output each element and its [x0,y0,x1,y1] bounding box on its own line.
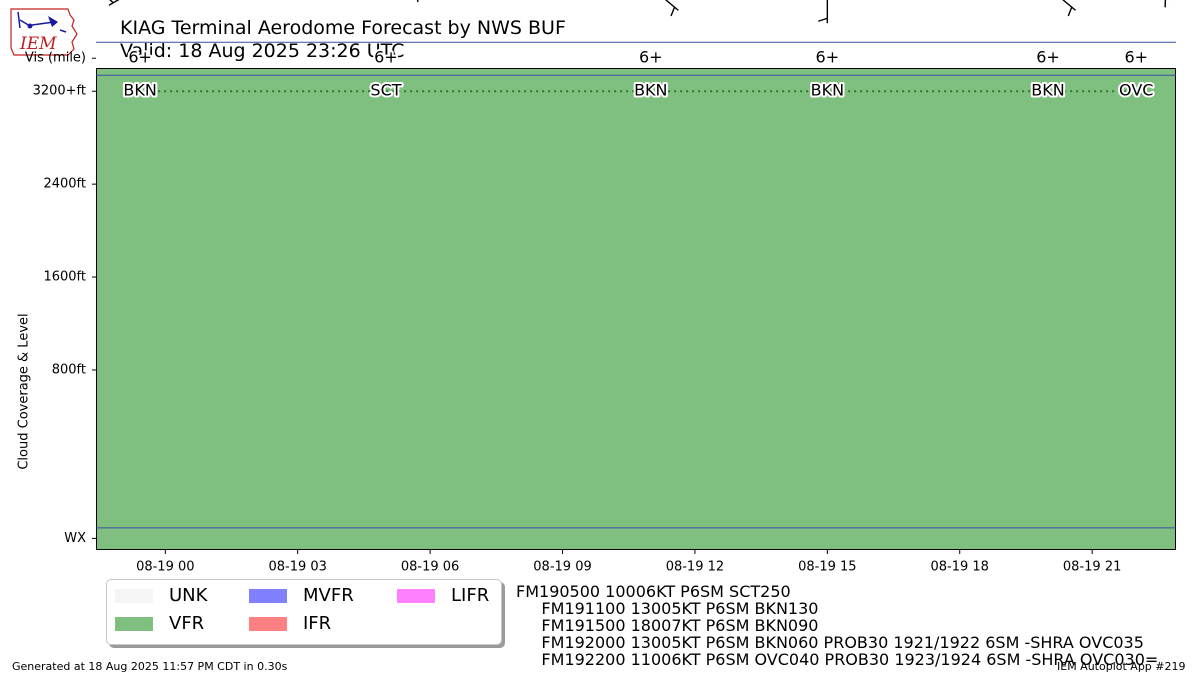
visibility-label: 6+ [639,48,663,67]
taf-text-block: FM190500 10006KT P6SM SCT250 FM191100 13… [516,583,1196,669]
wind-barb-stroke [416,0,419,3]
app-id-note: IEM Autoplot App #219 [1057,660,1186,673]
legend-swatch-ifr [249,617,287,631]
wind-barb [108,0,120,6]
wind-barb [1164,0,1170,8]
x-tick-label: 08-19 21 [1063,560,1121,575]
wind-barb [1062,0,1077,17]
x-tick-label: 08-19 03 [268,560,326,575]
iem-logo: IEM [8,6,80,58]
wind-barb-stroke [670,6,676,17]
x-tick-label: 08-19 09 [533,560,591,575]
legend-swatch-unk [115,589,153,603]
visibility-label: 6+ [1124,48,1148,67]
cloud-coverage-label: BKN [123,81,156,100]
visibility-label: 6+ [128,48,152,67]
legend-label-vfr: VFR [169,613,205,634]
wind-barb-stroke [1062,0,1077,11]
legend-swatch-lifr [397,589,435,603]
cloud-coverage-label: OVC [1119,81,1153,100]
wind-barb [416,0,419,3]
iowa-map-icon [10,8,78,56]
legend-swatch-mvfr [249,589,287,603]
wind-barb-stroke [1067,6,1073,17]
legend-label-lifr: LIFR [451,585,490,606]
x-tick-label: 08-19 00 [136,560,194,575]
legend-swatch-vfr [115,617,153,631]
wind-barb-stroke [818,17,828,22]
wind-barb-stroke [108,0,120,6]
taf-line: FM191100 13005KT P6SM BKN130 [516,599,819,618]
x-tick-label: 08-19 12 [666,560,724,575]
chart-title: KIAG Terminal Aerodome Forecast by NWS B… [120,17,566,39]
taf-line: FM190500 10006KT P6SM SCT250 [516,582,791,601]
taf-line: FM192200 11006KT P6SM OVC040 PROB30 1923… [516,650,1159,669]
taf-line: FM191500 18007KT P6SM BKN090 [516,616,819,635]
cloud-coverage-label: BKN [811,81,844,100]
legend-label-ifr: IFR [303,613,332,634]
visibility-label: 6+ [374,48,398,67]
legend-label-mvfr: MVFR [303,585,354,606]
wind-barb-stroke [664,0,679,11]
legend-label-unk: UNK [169,585,208,606]
chart-subtitle: Valid: 18 Aug 2025 23:26 UTC [120,40,405,62]
generated-note: Generated at 18 Aug 2025 11:57 PM CDT in… [12,660,288,673]
wind-barb-stroke [109,0,114,4]
taf-line: FM192000 13005KT P6SM BKN060 PROB30 1921… [516,633,1144,652]
y-axis-label: Cloud Coverage & Level [16,313,32,470]
y-tick-cloud: 800ft [52,362,86,377]
x-tick-label: 08-19 18 [931,560,989,575]
wind-barb [664,0,679,17]
plot-area [96,68,1176,550]
cloud-coverage-label: BKN [1031,81,1064,100]
y-tick-cloud: 2400ft [43,177,86,192]
cloud-coverage-label: SCT [370,81,401,100]
y-tick-cloud: 1600ft [43,270,86,285]
visibility-label: 6+ [1036,48,1060,67]
legend: UNK VFR MVFR IFR LIFR [106,579,502,645]
cloud-coverage-label: BKN [634,81,667,100]
x-tick-label: 08-19 15 [798,560,856,575]
x-tick-label: 08-19 06 [401,560,459,575]
y-tick-vis: Vis (mile) [25,51,86,66]
y-tick-wx: WX [64,531,86,546]
logo-text: IEM [20,34,57,54]
visibility-label: 6+ [816,48,840,67]
wind-barb [818,0,829,24]
y-tick-cloud: 3200+ft [33,84,86,99]
